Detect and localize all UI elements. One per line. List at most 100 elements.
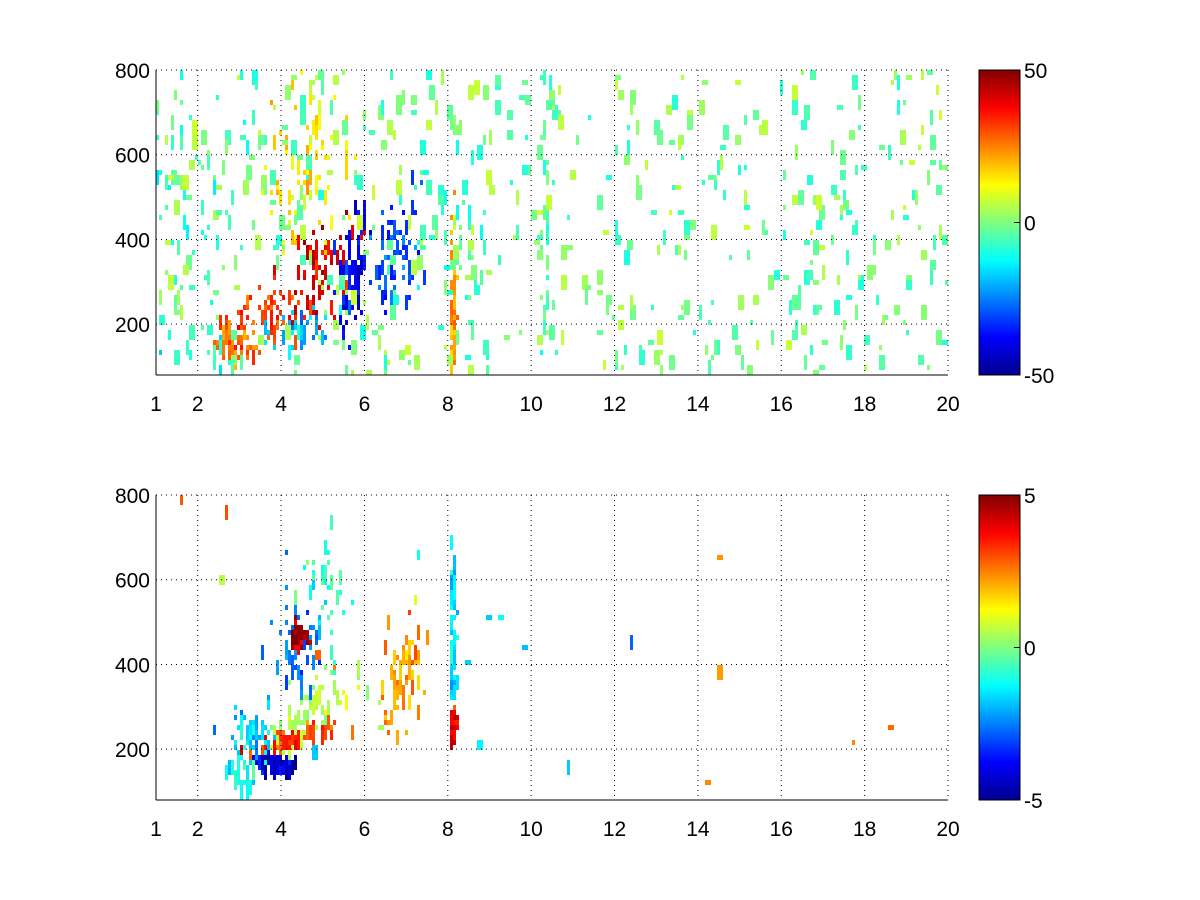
heatmap-cell: [456, 675, 459, 690]
heatmap-cell: [441, 200, 444, 215]
heatmap-cell: [294, 605, 297, 620]
heatmap-cell: [408, 610, 411, 615]
heatmap-cell: [231, 735, 234, 740]
heatmap-cell: [291, 320, 294, 325]
heatmap-cell: [165, 175, 168, 190]
heatmap-cell: [390, 670, 393, 675]
heatmap-cell: [318, 115, 321, 130]
heatmap-cell: [546, 275, 549, 280]
heatmap-cell: [228, 320, 231, 335]
heatmap-cell: [444, 230, 447, 245]
heatmap-cell: [450, 665, 453, 680]
heatmap-cell: [525, 135, 528, 140]
heatmap-cell: [384, 275, 387, 290]
heatmap-cell: [180, 285, 183, 290]
heatmap-cell: [318, 700, 321, 705]
heatmap-cell: [546, 230, 549, 235]
heatmap-cell: [546, 160, 549, 165]
heatmap-cell: [453, 725, 456, 740]
colorbar-tick-label: -5: [1024, 790, 1043, 813]
heatmap-cell: [285, 640, 288, 655]
heatmap-cell: [270, 725, 273, 730]
heatmap-cell: [315, 115, 318, 130]
heatmap-cell: [276, 60, 279, 65]
heatmap-cell: [339, 275, 345, 280]
heatmap-cell: [399, 665, 402, 680]
heatmap-cell: [744, 225, 750, 230]
heatmap-cell: [315, 675, 318, 680]
heatmap-cell: [831, 185, 837, 195]
heatmap-cell: [402, 90, 405, 105]
heatmap-cell: [291, 140, 297, 155]
heatmap-cell: [354, 315, 357, 320]
heatmap-cell: [165, 270, 168, 275]
heatmap-cell: [768, 275, 774, 290]
heatmap-cell: [921, 250, 927, 260]
heatmap-cell: [684, 235, 690, 240]
heatmap-cell: [267, 295, 270, 300]
heatmap-cell: [879, 145, 885, 150]
heatmap-cell: [453, 710, 456, 715]
heatmap-cell: [294, 210, 297, 215]
heatmap-cell: [744, 115, 747, 125]
heatmap-cell: [450, 365, 453, 375]
heatmap-cell: [414, 210, 417, 215]
heatmap-cell: [249, 295, 252, 300]
heatmap-cell: [537, 335, 543, 345]
heatmap-cell: [384, 715, 387, 720]
colorbar: [978, 69, 1021, 376]
heatmap-cell: [273, 725, 276, 730]
heatmap-cell: [453, 720, 456, 725]
heatmap-cell: [273, 300, 276, 305]
heatmap-cell: [324, 190, 327, 205]
heatmap-cell: [783, 170, 786, 180]
grid: [156, 69, 949, 375]
heatmap-cell: [681, 75, 684, 80]
heatmap-cell: [552, 105, 558, 120]
heatmap-cell: [801, 325, 807, 335]
heatmap-cell: [240, 725, 243, 740]
heatmap-cell: [393, 295, 399, 305]
heatmap-cell: [450, 345, 453, 350]
heatmap-cell: [393, 130, 396, 140]
heatmap-cell: [420, 245, 426, 250]
heatmap-cell: [807, 175, 813, 185]
heatmap-cell: [660, 365, 663, 375]
heatmap-cell: [690, 220, 696, 230]
heatmap-cell: [312, 275, 315, 290]
heatmap-cell: [288, 765, 291, 780]
heatmap-cell: [300, 640, 303, 645]
heatmap-cell: [801, 70, 804, 75]
heatmap-cell: [288, 315, 291, 320]
heatmap-cell: [450, 690, 453, 695]
heatmap-cell: [312, 305, 315, 310]
heatmap-cell: [243, 325, 246, 330]
heatmap-cell: [399, 350, 405, 360]
heatmap-cell: [294, 715, 297, 730]
heatmap-cell: [783, 205, 786, 210]
heatmap-cell: [303, 330, 306, 345]
heatmap-cell: [918, 225, 921, 230]
heatmap-cell: [345, 365, 348, 375]
heatmap-cell: [243, 745, 246, 750]
heatmap-cell: [450, 215, 453, 220]
heatmap-cell: [183, 185, 186, 200]
heatmap-cell: [561, 275, 567, 290]
heatmap-cell: [330, 135, 333, 140]
heatmap-cell: [303, 635, 306, 650]
heatmap-cell: [264, 765, 267, 780]
heatmap-cell: [177, 290, 180, 305]
heatmap-cell: [330, 100, 333, 115]
heatmap-cell: [324, 565, 327, 580]
heatmap-cell: [288, 740, 291, 745]
heatmap-cell: [252, 320, 255, 325]
heatmap-cell: [486, 615, 492, 620]
heatmap-cell: [453, 685, 456, 700]
heatmap-cell: [315, 255, 318, 260]
heatmap-cell: [297, 735, 300, 750]
heatmap-cell: [474, 80, 480, 95]
heatmap-cell: [201, 165, 204, 170]
heatmap-cell: [495, 75, 501, 85]
heatmap-cell: [363, 230, 366, 235]
heatmap-cell: [630, 295, 633, 310]
